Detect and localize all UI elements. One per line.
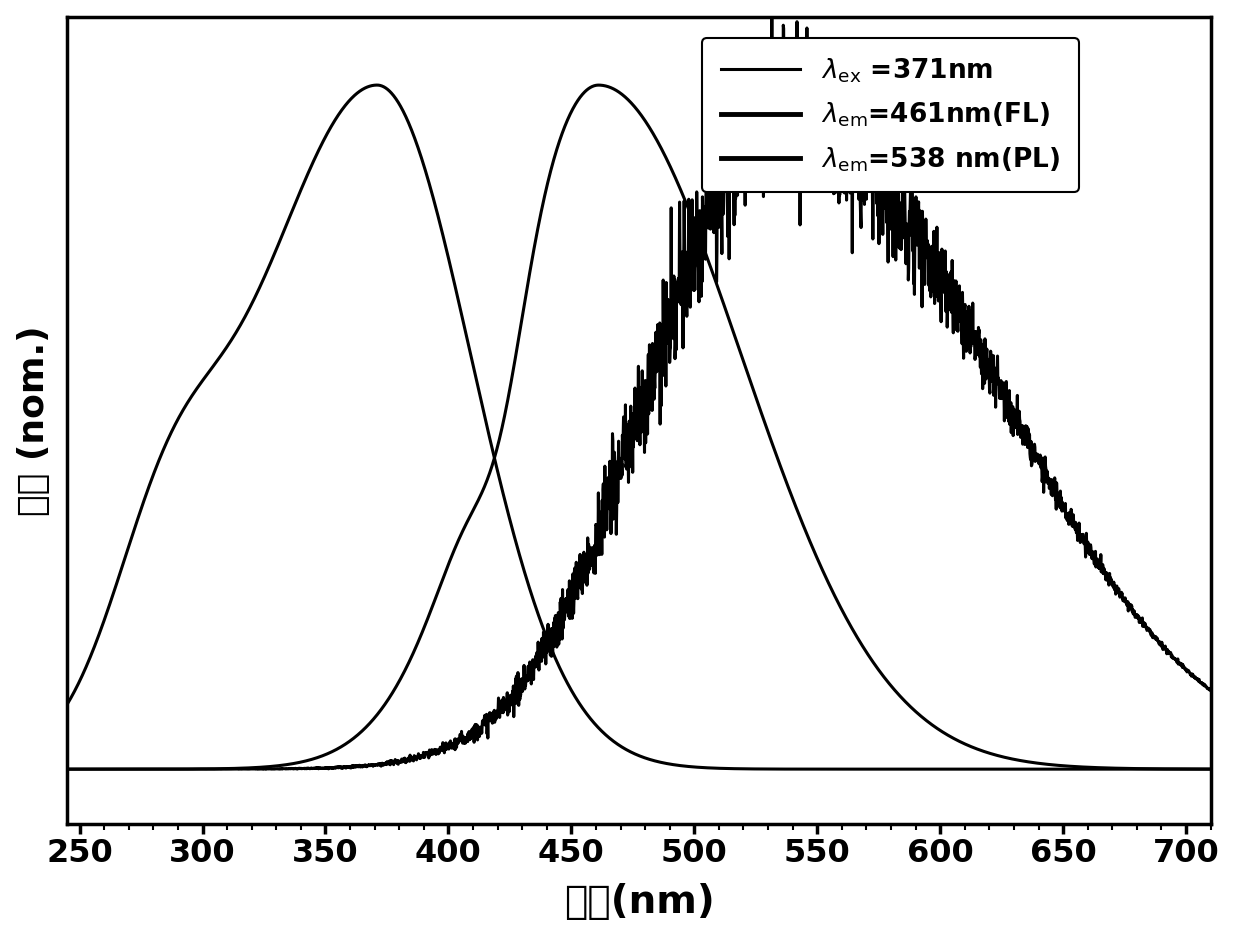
X-axis label: 波长(nm): 波长(nm) [564,884,714,921]
Y-axis label: 强度 (nom.): 强度 (nom.) [16,325,51,516]
Legend: $\lambda_{\mathrm{ex}}$ =371nm, $\lambda_{\mathrm{em}}$=461nm(FL), $\lambda_{\ma: $\lambda_{\mathrm{ex}}$ =371nm, $\lambda… [702,38,1079,192]
